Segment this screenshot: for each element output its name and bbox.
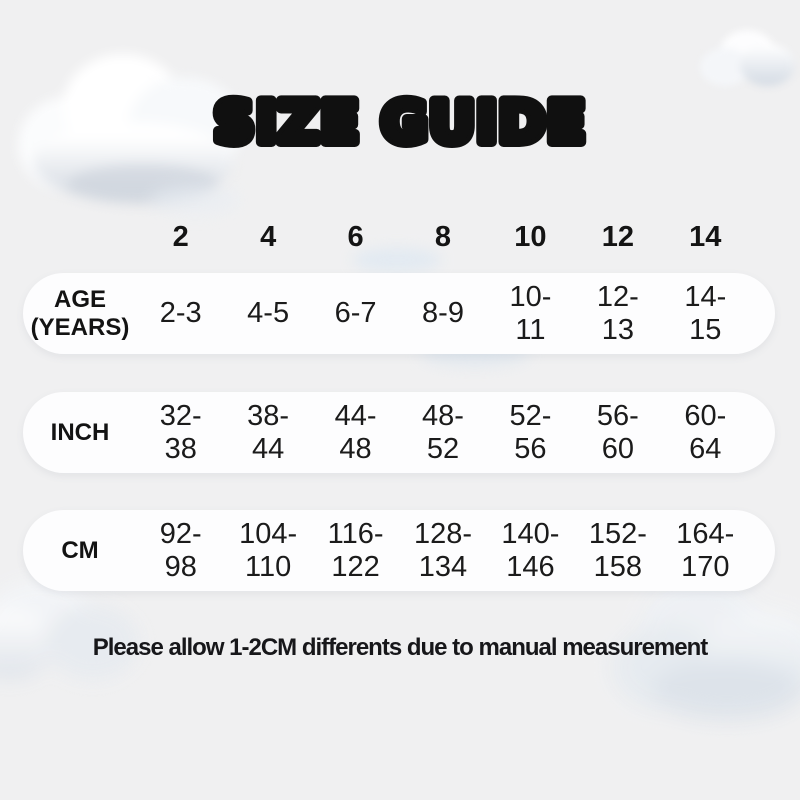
table-cell: 164-170 — [676, 518, 735, 583]
table-cell: 60-64 — [684, 400, 727, 465]
size-column-header: 14 — [689, 220, 722, 253]
table-cell: 104-110 — [239, 518, 298, 583]
page-title-graphic: SIZE GUIDE — [209, 85, 591, 160]
size-column-header: 10 — [514, 220, 547, 253]
measurement-disclaimer: Please allow 1-2CM differents due to man… — [92, 634, 709, 661]
table-cell: 92-98 — [159, 518, 202, 583]
row-label: INCH — [50, 418, 110, 446]
table-cell: 128-134 — [413, 518, 472, 583]
size-column-header: 8 — [434, 220, 452, 253]
row-label: CM — [61, 536, 99, 564]
size-column-header: 6 — [347, 220, 364, 253]
page-title: SIZE GUIDE — [214, 90, 587, 156]
table-cell: 6-7 — [334, 297, 377, 330]
table-cell: 48-52 — [422, 400, 464, 465]
size-header-row: 2 4 6 8 10 12 14 — [23, 214, 775, 260]
table-cell: 2-3 — [159, 297, 202, 330]
size-column-header: 2 — [172, 220, 189, 253]
table-cell: 12-13 — [596, 281, 639, 346]
size-column-header: 12 — [601, 220, 634, 253]
size-column-header: 4 — [260, 220, 277, 253]
table-cell: 32-38 — [159, 400, 202, 465]
table-cell: 116-122 — [327, 518, 384, 583]
table-cell: 4-5 — [247, 297, 290, 330]
table-cell: 8-9 — [422, 297, 464, 330]
table-cell: 152-158 — [588, 518, 647, 583]
table-cell: 140-146 — [501, 518, 560, 583]
table-cell: 38-44 — [247, 400, 290, 465]
table-cell: 10-11 — [509, 281, 552, 346]
cloud-wisp-icon — [150, 185, 240, 215]
table-cell: 44-48 — [334, 400, 377, 465]
table-cell: 56-60 — [596, 400, 639, 465]
table-cell: 52-56 — [509, 400, 552, 465]
table-row-cm: CM 92-98 104-110 116-122 128-134 140-146… — [23, 510, 775, 591]
table-cell: 14-15 — [684, 281, 727, 346]
table-row-age: AGE (YEARS) 2-3 4-5 6-7 8-9 10-11 12-13 … — [23, 273, 775, 354]
table-row-inch: INCH 32-38 38-44 44-48 48-52 52-56 56-60… — [23, 392, 775, 473]
row-label: AGE (YEARS) — [30, 285, 130, 341]
